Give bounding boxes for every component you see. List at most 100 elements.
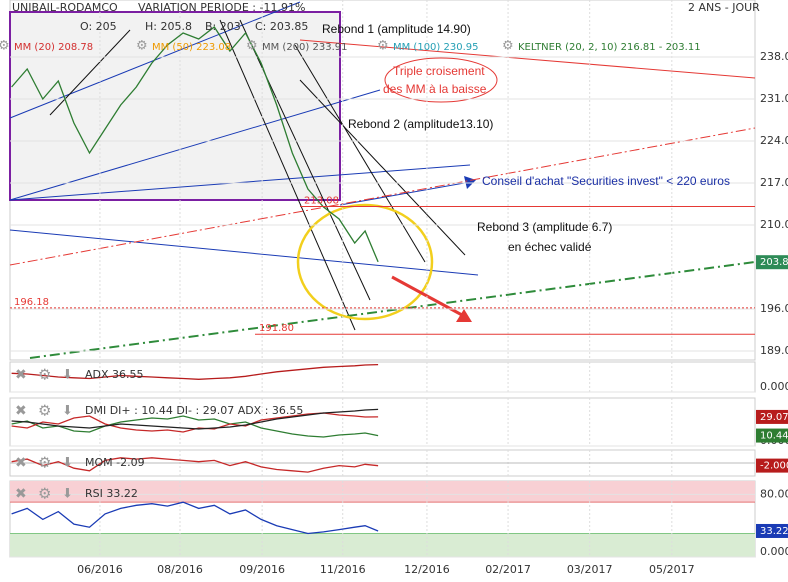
gear-icon: ⚙ [502, 39, 514, 54]
series-line [11, 363, 379, 380]
ohlc: C: 203.85 [255, 20, 308, 33]
annotation-ellipse [384, 57, 498, 103]
oversold-zone [10, 533, 755, 557]
arrow [339, 181, 471, 206]
y-tick-label: 80.00 [760, 487, 788, 500]
indicator-label: MM (100) 230.95 [393, 42, 479, 53]
value-box-label: 33.22 [760, 526, 788, 537]
move-icon: ⬇ [62, 404, 73, 419]
panel-tools: ✖ ⚙ ⬇ [15, 485, 73, 503]
value-box [756, 255, 788, 270]
y-tick-label: 196.0 [760, 302, 788, 315]
x-tick-label: 11/2016 [320, 563, 366, 576]
panel-frame [9, 397, 756, 447]
trendline [299, 39, 756, 79]
trendline [294, 44, 426, 263]
gear-icon: ⚙ [136, 39, 148, 54]
x-tick-label: 08/2016 [157, 563, 203, 576]
value-box-label: -2.000 [760, 461, 788, 472]
value-box-label: 29.07 [760, 412, 788, 423]
series-line [11, 415, 379, 438]
annotation: des MM à la baisse [383, 82, 487, 96]
trendline [9, 127, 756, 266]
gear-icon: ⚙ [0, 39, 10, 54]
ohlc: O: 205 [80, 20, 117, 33]
y-tick-label: 0.000 [760, 545, 788, 558]
annotation: en échec validé [508, 240, 592, 254]
move-icon: ⬇ [62, 487, 73, 502]
move-icon: ⬇ [62, 368, 73, 383]
value-box-label: 10.44 [760, 431, 788, 442]
annotation: Rebond 2 (amplitude13.10) [348, 117, 493, 131]
indicator-label: MM (20) 208.78 [14, 42, 93, 53]
period: 2 ANS - JOUR [688, 1, 760, 14]
panel-label: MOM -2.09 [85, 456, 145, 469]
level-label: 191.80 [259, 323, 294, 334]
panel-label: RSI 33.22 [85, 487, 138, 500]
panel-frame [9, 361, 756, 393]
close-icon: ✖ [15, 403, 27, 419]
y-tick-label: 238.0 [760, 50, 788, 63]
y-tick-label: 189.0 [760, 344, 788, 357]
panel-tools: ✖ ⚙ ⬇ [15, 366, 73, 384]
x-tick-label: 03/2017 [567, 563, 613, 576]
value-box [756, 523, 788, 538]
level-label: 213.08 [304, 196, 339, 207]
trendline [29, 261, 756, 359]
x-tick-label: 06/2016 [77, 563, 123, 576]
trendline [9, 229, 479, 276]
arrowhead [456, 309, 472, 322]
panel-label: DMI DI+ : 10.44 DI- : 29.07 ADX : 36.55 [85, 404, 303, 417]
trendline [9, 89, 381, 201]
indicator-label: MM (50) 223.08 [152, 42, 231, 53]
value-box [756, 458, 788, 473]
close-icon: ✖ [15, 455, 27, 471]
indicator-label: MM (200) 233.91 [262, 42, 348, 53]
panel-tools: ✖ ⚙ ⬇ [15, 454, 73, 472]
trendline [49, 29, 131, 116]
indicator-label: KELTNER (20, 2, 10) 216.81 - 203.11 [518, 42, 701, 53]
gear-icon: ⚙ [38, 485, 51, 503]
trendline [219, 19, 356, 331]
value-box [756, 409, 788, 424]
series-line [11, 501, 379, 535]
gear-icon: ⚙ [246, 39, 258, 54]
value-box [756, 428, 788, 443]
gear-icon: ⚙ [377, 39, 389, 54]
x-tick-label: 02/2017 [485, 563, 531, 576]
y-tick-label: 224.0 [760, 134, 788, 147]
gear-icon: ⚙ [38, 366, 51, 384]
y-tick-label: 217.0 [760, 176, 788, 189]
close-icon: ✖ [15, 486, 27, 502]
annotation: Conseil d'achat "Securities invest" < 22… [482, 174, 730, 188]
panel-label: ADX 36.55 [85, 368, 144, 381]
annotation: Triple croisement [393, 64, 485, 78]
ohlc: H: 205.8 [145, 20, 192, 33]
variation: VARIATION PERIODE : -11.91% [138, 1, 305, 14]
panel-tools: ✖ ⚙ ⬇ [15, 402, 73, 420]
y-tick-label: 231.0 [760, 92, 788, 105]
gear-icon: ⚙ [38, 454, 51, 472]
annotation: Rebond 1 (amplitude 14.90) [322, 22, 471, 36]
x-tick-label: 09/2016 [239, 563, 285, 576]
trendline [239, 19, 371, 301]
move-icon: ⬇ [62, 456, 73, 471]
series-line [11, 408, 379, 430]
trendline [299, 79, 466, 256]
highlight-ellipse [296, 203, 434, 321]
series-line [11, 457, 379, 473]
overbought-zone [10, 481, 755, 503]
level-label: 196.18 [14, 297, 49, 308]
value-box-label: 203.8 [760, 257, 788, 268]
annotation: Rebond 3 (amplitude 6.7) [477, 220, 612, 234]
ohlc: B: 203 [205, 20, 241, 33]
y-tick-label: 0.000 [760, 380, 788, 393]
y-tick-label: 210.0 [760, 218, 788, 231]
x-tick-label: 05/2017 [649, 563, 695, 576]
close-icon: ✖ [15, 367, 27, 383]
gear-icon: ⚙ [38, 402, 51, 420]
box [9, 11, 341, 201]
x-tick-label: 12/2016 [404, 563, 450, 576]
drawings [9, 1, 756, 359]
